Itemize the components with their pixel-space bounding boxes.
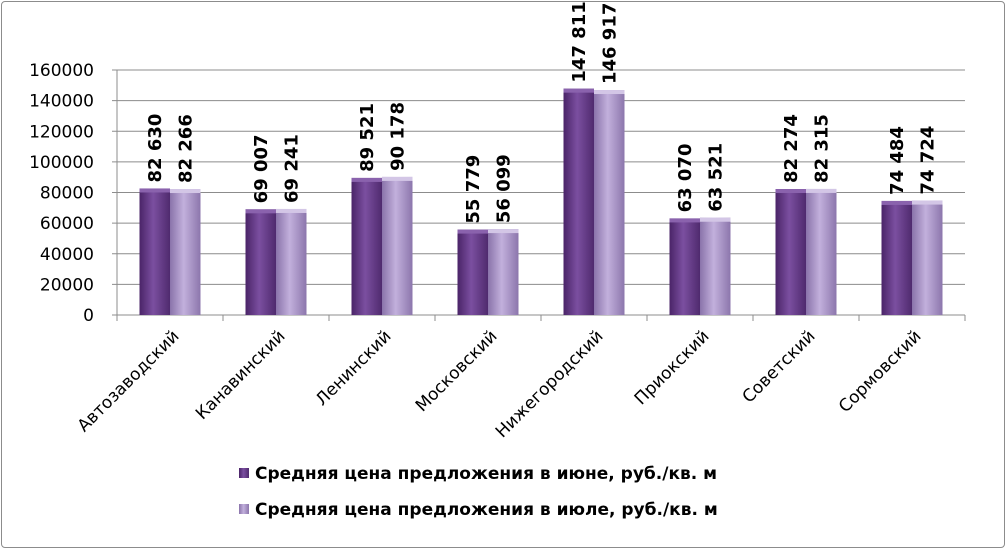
bar-july <box>912 200 943 315</box>
bar-top-edge <box>488 229 519 234</box>
bar-top-edge <box>139 188 170 193</box>
y-tick-label: 140000 <box>29 92 94 112</box>
y-tick-label: 60000 <box>40 214 94 234</box>
y-tick-label: 80000 <box>40 184 94 204</box>
data-label: 82 266 <box>175 114 196 183</box>
data-label: 55 779 <box>463 155 484 224</box>
data-label: 74 484 <box>887 126 908 195</box>
data-label: 82 274 <box>781 114 802 183</box>
bar-july <box>276 208 307 315</box>
bar-june <box>245 209 276 315</box>
bar-top-edge <box>382 176 413 181</box>
data-label: 56 099 <box>493 154 514 223</box>
x-tick-label: Нижегородский <box>492 326 608 442</box>
bar-july <box>594 90 625 315</box>
x-tick-label: Советский <box>739 326 820 407</box>
x-tick-label: Московский <box>412 326 502 416</box>
bar-top-edge <box>775 189 806 194</box>
legend-swatch <box>239 504 249 514</box>
data-label: 82 630 <box>145 114 166 183</box>
bar-june <box>457 229 488 315</box>
bar-top-edge <box>563 88 594 93</box>
data-label: 63 521 <box>705 143 726 212</box>
y-tick-label: 120000 <box>29 122 94 142</box>
data-label: 89 521 <box>357 103 378 172</box>
data-label: 82 315 <box>811 114 832 183</box>
y-tick-label: 20000 <box>40 275 94 295</box>
bar-top-edge <box>806 188 837 193</box>
bar-june <box>669 218 700 315</box>
data-label: 90 178 <box>387 102 408 171</box>
legend-label: Средняя цена предложения в июле, руб./кв… <box>255 500 718 520</box>
bar-june <box>139 188 170 315</box>
bar-july <box>806 188 837 315</box>
data-label: 69 007 <box>251 134 272 203</box>
data-label: 146 917 <box>599 3 620 84</box>
bar-top-edge <box>912 200 943 205</box>
bar-july <box>488 229 519 315</box>
x-tick-label: Приокский <box>631 326 714 409</box>
x-tick-label: Канавинский <box>192 326 290 424</box>
bar-june <box>563 88 594 316</box>
bar-top-edge <box>245 209 276 214</box>
data-label: 63 070 <box>675 144 696 213</box>
x-tick-label: Автозаводский <box>74 326 184 436</box>
legend-swatch <box>239 468 249 478</box>
bar-top-edge <box>276 208 307 213</box>
bar-top-edge <box>170 189 201 194</box>
data-label: 69 241 <box>281 134 302 203</box>
x-tick-label: Ленинский <box>312 326 396 410</box>
bar-top-edge <box>669 218 700 223</box>
bar-top-edge <box>700 217 731 222</box>
y-tick-label: 0 <box>83 306 94 326</box>
bar-top-edge <box>594 90 625 95</box>
bar-top-edge <box>881 200 912 205</box>
bar-top-edge <box>351 177 382 182</box>
y-tick-label: 100000 <box>29 153 94 173</box>
bar-july <box>382 176 413 315</box>
legend-label: Средняя цена предложения в июне, руб./кв… <box>255 464 717 484</box>
x-tick-label: Сормовский <box>835 326 926 417</box>
y-tick-label: 160000 <box>29 61 94 81</box>
bar-june <box>775 189 806 315</box>
data-label: 147 811 <box>569 2 590 83</box>
y-tick-label: 40000 <box>40 245 94 265</box>
data-label: 74 724 <box>917 126 938 195</box>
bar-june <box>881 200 912 315</box>
bar-july <box>700 217 731 315</box>
bar-june <box>351 177 382 315</box>
bar-top-edge <box>457 229 488 234</box>
bar-july <box>170 189 201 315</box>
